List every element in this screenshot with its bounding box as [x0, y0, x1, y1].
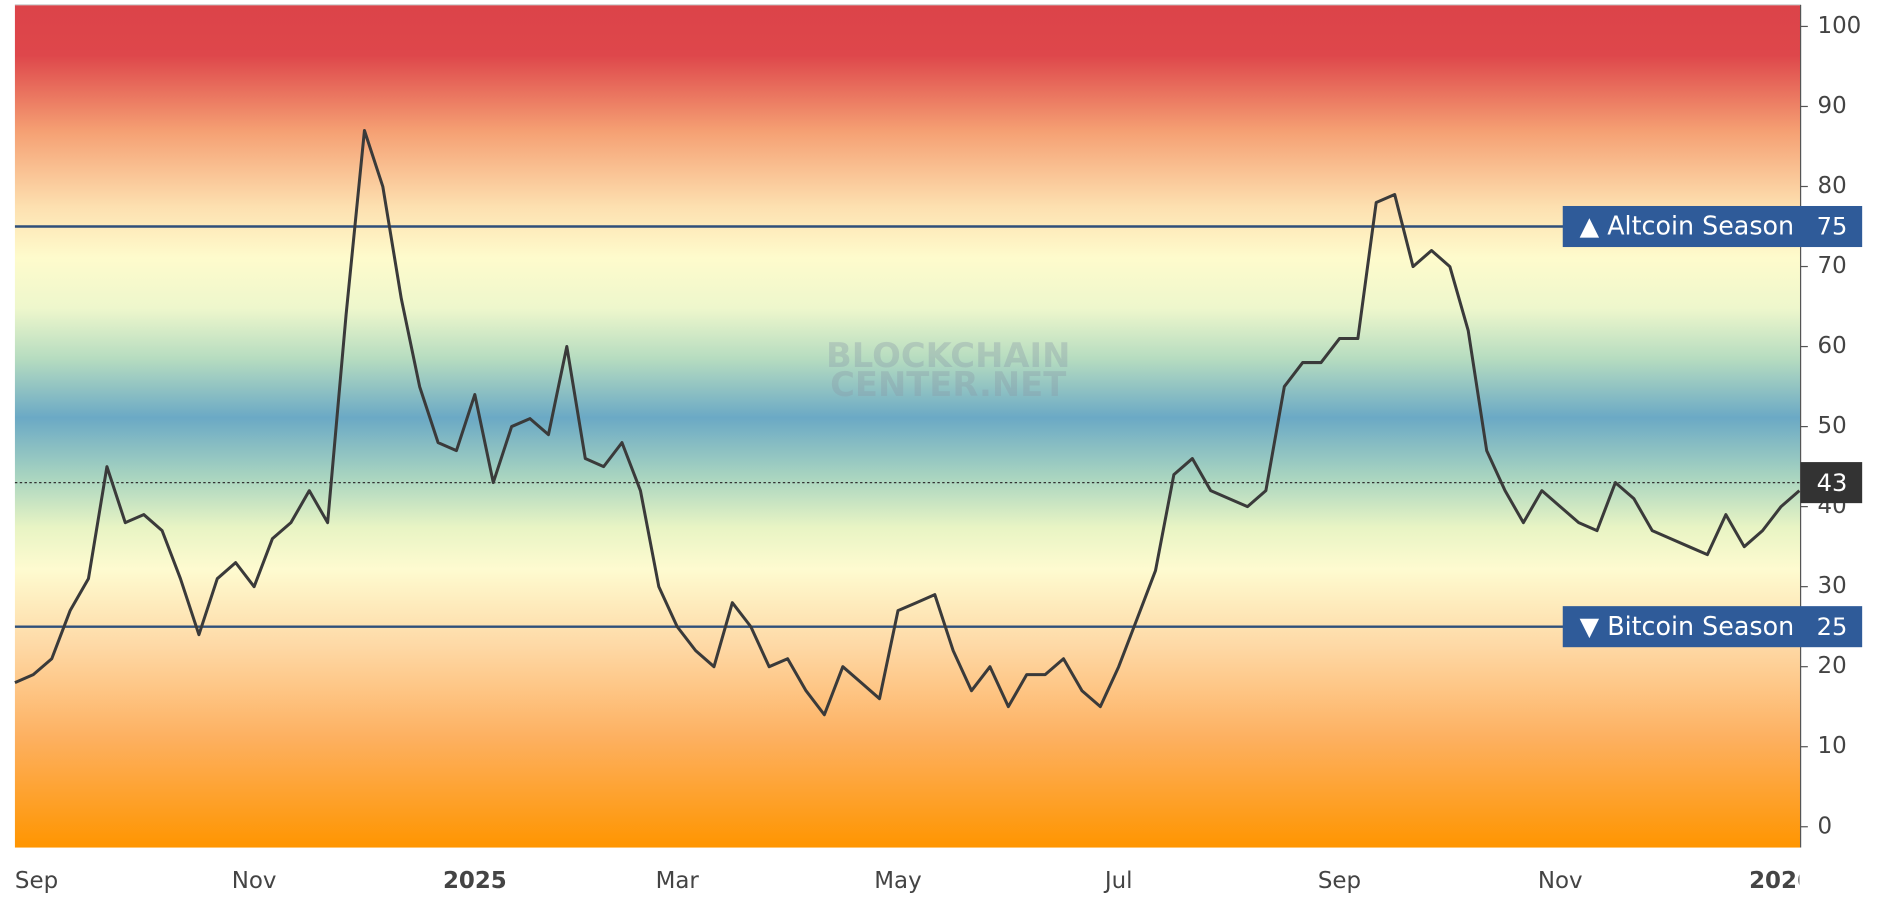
threshold-label: ▼ Bitcoin Season — [1580, 611, 1795, 641]
threshold-value: 75 — [1817, 213, 1848, 241]
y-tick-label: 20 — [1817, 653, 1846, 679]
current-value-box — [1800, 462, 1863, 504]
y-tick-label: 80 — [1817, 173, 1846, 199]
watermark-line: BLOCKCHAIN — [826, 336, 1070, 375]
threshold-box — [1562, 205, 1863, 248]
threshold-box — [1562, 606, 1863, 648]
threshold-label: ▲ Altcoin Season — [1580, 211, 1794, 241]
x-tick-label: 2025 — [443, 868, 507, 894]
y-tick-label: 90 — [1817, 93, 1846, 119]
x-tick-label: Sep — [15, 868, 58, 894]
threshold-value: 25 — [1817, 613, 1848, 641]
y-tick-label: 30 — [1817, 573, 1846, 599]
plot-background — [14, 4, 1801, 848]
x-tick-label: 2026 — [1749, 868, 1813, 894]
x-tick-label: Mar — [656, 868, 700, 894]
x-tick-label: Sep — [1318, 868, 1361, 894]
y-tick-label: 70 — [1817, 253, 1846, 279]
y-tick-label: 50 — [1817, 413, 1846, 439]
watermark: BLOCKCHAIN CENTER.NET — [826, 336, 1070, 404]
y-tick-label: 100 — [1817, 13, 1861, 39]
index-line — [14, 129, 1801, 717]
x-tick-label: Nov — [1538, 868, 1583, 894]
x-tick-label: Nov — [232, 868, 277, 894]
x-tick-label: May — [874, 868, 921, 894]
y-tick-label: 0 — [1817, 813, 1832, 839]
y-tick-label: 60 — [1817, 333, 1846, 359]
x-tick-label: Jul — [1103, 868, 1133, 894]
y-tick-label: 10 — [1817, 733, 1846, 759]
watermark-line: CENTER.NET — [830, 365, 1066, 404]
current-value-label: 43 — [1817, 469, 1848, 497]
